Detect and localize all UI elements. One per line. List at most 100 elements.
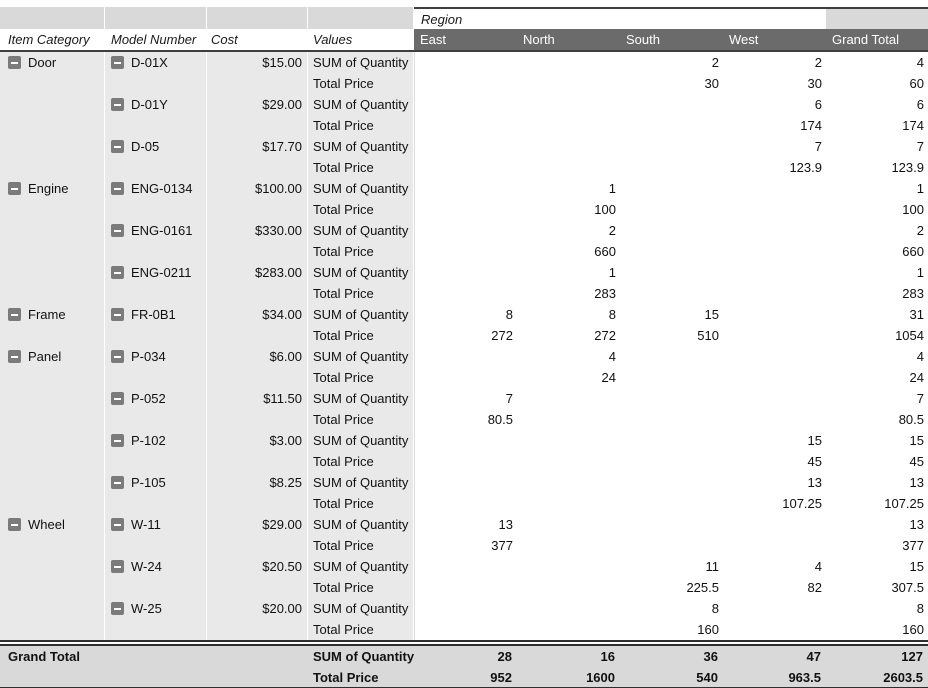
quantity-value: 6 (826, 94, 928, 115)
header-region-south: South (620, 29, 723, 52)
values-label-cell: Total Price (308, 577, 414, 598)
quantity-value: 2 (826, 220, 928, 241)
values-label-cell: SUM of Quantity (308, 136, 414, 157)
price-value (723, 325, 826, 346)
quantity-value (517, 514, 620, 535)
price-value: 174 (826, 115, 928, 136)
price-value: 80.5 (414, 409, 517, 430)
model-cell: D-05 (105, 136, 207, 157)
collapse-model-button[interactable] (111, 350, 124, 363)
price-value (723, 535, 826, 556)
collapse-model-button[interactable] (111, 602, 124, 615)
price-value: 225.5 (620, 577, 723, 598)
price-value (414, 283, 517, 304)
collapse-model-button[interactable] (111, 308, 124, 321)
model-cell-empty (105, 115, 207, 136)
collapse-category-button[interactable] (8, 308, 21, 321)
collapse-model-button[interactable] (111, 98, 124, 111)
model-cell-empty (105, 157, 207, 178)
quantity-value: 8 (620, 598, 723, 619)
values-label-cell: Total Price (308, 367, 414, 388)
model-cell: W-24 (105, 556, 207, 577)
model-cell-label: P-102 (131, 433, 166, 448)
cost-cell: $6.00 (207, 346, 308, 367)
collapse-model-button[interactable] (111, 434, 124, 447)
model-cell-empty (105, 409, 207, 430)
price-value: 1054 (826, 325, 928, 346)
model-cell-empty (105, 73, 207, 94)
pivot-grid: Region Item Category Model Number Cost V… (0, 7, 928, 688)
grand-total-quantity-value: 127 (826, 646, 928, 667)
grand-total-price-value: 952 (414, 667, 517, 688)
model-cell-empty (105, 241, 207, 262)
values-label-cell: SUM of Quantity (308, 598, 414, 619)
cost-cell: $3.00 (207, 430, 308, 451)
cost-cell: $330.00 (207, 220, 308, 241)
corner-cell (207, 7, 308, 29)
collapse-model-button[interactable] (111, 266, 124, 279)
model-cell-label: D-05 (131, 139, 160, 154)
model-cell: D-01X (105, 52, 207, 73)
quantity-value: 1 (517, 178, 620, 199)
values-label-cell: Total Price (308, 157, 414, 178)
values-label-cell: Total Price (308, 451, 414, 472)
cost-cell: $29.00 (207, 514, 308, 535)
price-value (517, 115, 620, 136)
collapse-category-button[interactable] (8, 56, 21, 69)
quantity-value (723, 178, 826, 199)
collapse-category-button[interactable] (8, 350, 21, 363)
price-value: 24 (517, 367, 620, 388)
collapse-model-button[interactable] (111, 140, 124, 153)
quantity-value: 31 (826, 304, 928, 325)
collapse-category-button[interactable] (8, 182, 21, 195)
cost-cell-empty (207, 493, 308, 514)
values-label-cell: Total Price (308, 73, 414, 94)
model-cell-label: P-052 (131, 391, 166, 406)
price-value (620, 157, 723, 178)
grand-total-quantity-value: 36 (620, 646, 723, 667)
collapse-model-button[interactable] (111, 560, 124, 573)
category-cell-empty (0, 94, 105, 115)
corner-cell-grand-total (826, 7, 928, 29)
collapse-model-button[interactable] (111, 182, 124, 195)
model-cell: FR-0B1 (105, 304, 207, 325)
cost-cell-empty (207, 367, 308, 388)
model-cell-label: D-01X (131, 55, 168, 70)
values-label-cell: SUM of Quantity (308, 52, 414, 73)
quantity-value: 13 (414, 514, 517, 535)
header-region-west: West (723, 29, 826, 52)
header-region-east: East (414, 29, 517, 52)
quantity-value: 1 (826, 262, 928, 283)
model-cell-label: W-25 (131, 601, 162, 616)
category-cell-empty (0, 157, 105, 178)
quantity-value (620, 262, 723, 283)
cost-cell-empty (207, 409, 308, 430)
collapse-model-button[interactable] (111, 224, 124, 237)
quantity-value: 8 (826, 598, 928, 619)
category-cell-empty (0, 199, 105, 220)
grand-total-quantity-value: 28 (414, 646, 517, 667)
price-value (620, 409, 723, 430)
cost-cell: $29.00 (207, 94, 308, 115)
collapse-category-button[interactable] (8, 518, 21, 531)
model-cell: P-102 (105, 430, 207, 451)
values-label-cell: Total Price (308, 409, 414, 430)
quantity-value (517, 556, 620, 577)
values-label-cell: SUM of Quantity (308, 388, 414, 409)
collapse-model-button[interactable] (111, 56, 124, 69)
quantity-value: 13 (826, 514, 928, 535)
model-cell: P-034 (105, 346, 207, 367)
quantity-value (414, 136, 517, 157)
collapse-model-button[interactable] (111, 392, 124, 405)
grand-total-price-value: 540 (620, 667, 723, 688)
price-value: 30 (723, 73, 826, 94)
model-cell: P-105 (105, 472, 207, 493)
price-value (723, 241, 826, 262)
category-cell-label: Door (28, 55, 57, 70)
collapse-model-button[interactable] (111, 518, 124, 531)
collapse-model-button[interactable] (111, 476, 124, 489)
values-label-cell: Total Price (308, 199, 414, 220)
cost-cell: $8.25 (207, 472, 308, 493)
quantity-value: 8 (517, 304, 620, 325)
model-cell: D-01Y (105, 94, 207, 115)
